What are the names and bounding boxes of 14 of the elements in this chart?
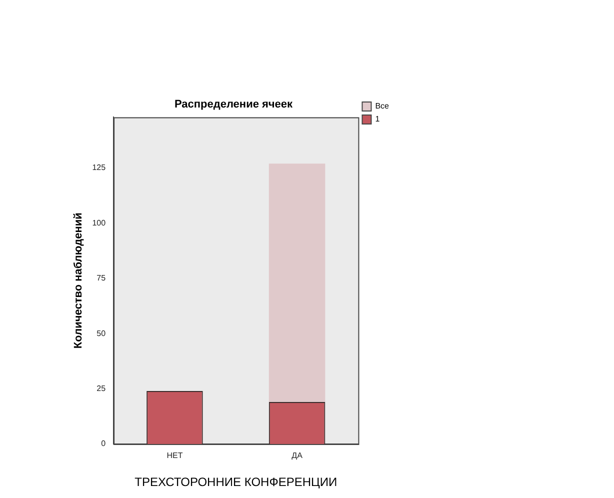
y-tick-label: 125 xyxy=(92,163,106,172)
chart-title: Распределение ячеек xyxy=(174,98,294,111)
legend-label: Все xyxy=(375,102,390,111)
x-tick-label: ДА xyxy=(292,451,304,460)
x-axis-title: ТРЕХСТОРОННИЕ КОНФЕРЕНЦИИ xyxy=(134,475,338,490)
bar xyxy=(268,164,326,402)
y-tick-label: 100 xyxy=(92,218,106,228)
legend-label: 1 xyxy=(375,114,380,124)
y-tick-label: 50 xyxy=(96,328,106,338)
y-axis-title: Количество наблюдений xyxy=(72,212,85,349)
y-tick-label: 75 xyxy=(96,274,106,283)
y-tick-label: 25 xyxy=(96,384,106,393)
y-tick-label: 0 xyxy=(101,439,106,448)
x-tick-label: НЕТ xyxy=(166,451,183,460)
